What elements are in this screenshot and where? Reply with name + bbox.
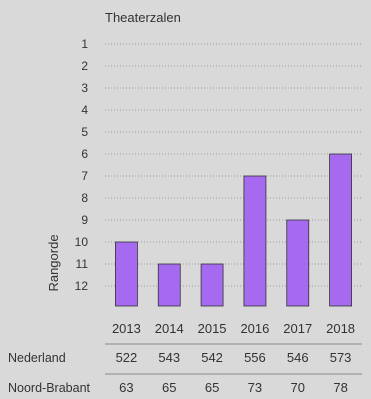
bars <box>115 153 352 307</box>
table-cell: 65 <box>162 380 176 395</box>
x-tick-label: 2014 <box>155 321 184 336</box>
table-cell: 556 <box>244 350 266 365</box>
table-cell: 573 <box>330 350 352 365</box>
table-cell: 542 <box>201 350 223 365</box>
bar-2014 <box>157 263 181 307</box>
table-cell: 65 <box>205 380 219 395</box>
y-tick-label: 3 <box>81 81 88 95</box>
x-tick-label: 2016 <box>240 321 269 336</box>
grid-lines <box>105 43 362 287</box>
table-row-label: Nederland <box>8 351 66 365</box>
chart-title: Theaterzalen <box>105 10 181 25</box>
x-tick-label: 2015 <box>198 321 227 336</box>
y-tick-label: 9 <box>81 213 88 227</box>
table-cell: 543 <box>158 350 180 365</box>
bar-2018 <box>329 153 352 307</box>
bar-2016 <box>243 175 267 307</box>
y-tick-label: 2 <box>81 59 88 73</box>
data-table: Nederland 522 543 542 556 546 573 Noord-Brabant… <box>8 343 362 395</box>
y-tick-label: 11 <box>76 257 89 271</box>
y-axis-label: Rangorde <box>46 234 61 291</box>
x-tick-label: 2017 <box>283 321 312 336</box>
y-tick-label: 10 <box>75 235 89 249</box>
y-tick-label: 6 <box>81 147 88 161</box>
table-cell: 70 <box>291 380 305 395</box>
y-tick-label: 1 <box>81 37 88 51</box>
table-cell: 73 <box>248 380 262 395</box>
bar-2015 <box>200 263 224 307</box>
bar-2017 <box>286 219 310 307</box>
x-tick-label: 2018 <box>326 321 355 336</box>
table-cell: 63 <box>119 380 133 395</box>
table-cell: 78 <box>333 380 347 395</box>
y-tick-label: 12 <box>75 279 89 293</box>
y-tick-label: 5 <box>81 125 88 139</box>
y-tick-label: 4 <box>81 103 88 117</box>
table-cell: 546 <box>287 350 309 365</box>
y-tick-label: 8 <box>81 191 88 205</box>
bar-2013 <box>115 241 138 307</box>
x-tick-labels: 2013 2014 2015 2016 2017 2018 <box>112 321 355 336</box>
table-cell: 522 <box>116 350 138 365</box>
x-tick-label: 2013 <box>112 321 141 336</box>
y-tick-label: 7 <box>81 169 88 183</box>
table-row-label: Noord-Brabant <box>8 381 91 395</box>
